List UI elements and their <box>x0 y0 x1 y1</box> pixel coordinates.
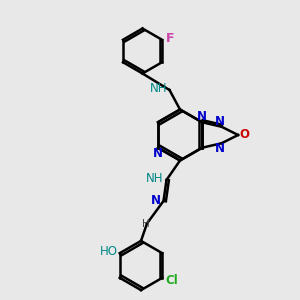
Text: H: H <box>142 219 149 229</box>
Text: HO: HO <box>100 245 118 258</box>
Text: N: N <box>151 194 161 208</box>
Text: N: N <box>215 115 225 128</box>
Text: N: N <box>215 142 225 155</box>
Text: F: F <box>166 32 175 45</box>
Text: NH: NH <box>150 82 168 95</box>
Text: O: O <box>240 128 250 142</box>
Text: NH: NH <box>146 172 164 185</box>
Text: N: N <box>197 110 207 123</box>
Text: N: N <box>153 147 163 160</box>
Text: Cl: Cl <box>166 274 178 287</box>
